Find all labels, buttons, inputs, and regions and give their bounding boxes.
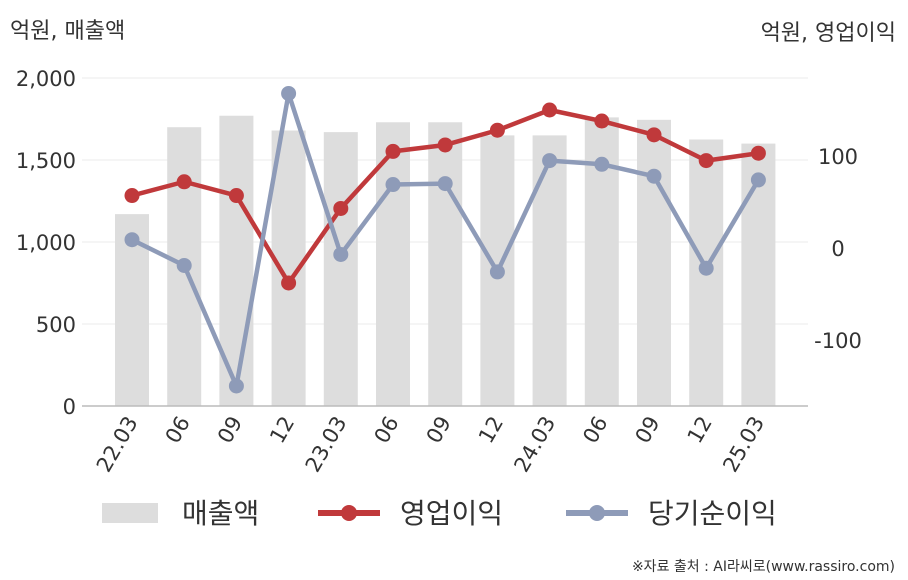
operating-profit-point [228,188,244,204]
operating-profit-point [281,275,297,291]
revenue-bar [376,122,410,406]
legend-swatch-revenue [102,503,158,523]
net-profit-point [594,156,610,172]
net-profit-point [176,257,192,273]
x-tick-label: 09 [213,412,247,447]
left-tick-label: 2,000 [16,67,76,91]
net-profit-point [750,172,766,188]
right-tick-label: 100 [818,145,858,169]
x-tick-label: 06 [161,412,195,447]
revenue-bars [115,115,776,407]
right-tick-label: 0 [831,237,844,261]
net-profit-point [489,264,505,280]
legend-marker-operating-profit [341,505,357,521]
right-axis-unit: 억원, 영업이익 [761,21,896,46]
x-tick-label: 06 [578,412,612,447]
legend-marker-net-profit [589,505,605,521]
left-tick-label: 1,500 [16,149,76,173]
left-axis-unit: 억원, 매출액 [10,19,125,44]
revenue-bar [323,132,358,406]
revenue-bar [637,119,671,406]
revenue-bar [532,135,567,406]
net-profit-point [333,246,349,262]
source-note: ※자료 출처 : AI라씨로(www.rassiro.com) [632,559,895,575]
legend-label: 매출액 [182,497,259,530]
net-profit-point [124,232,140,248]
legend-label: 영업이익 [400,497,503,530]
operating-profit-point [333,200,349,216]
left-tick-label: 0 [63,395,76,419]
operating-profit-point [437,137,453,153]
x-tick-label: 25.03 [718,412,769,476]
x-tick-label: 09 [422,412,456,447]
operating-profit-point [594,113,610,129]
x-tick-label: 22.03 [92,412,143,476]
operating-profit-point [489,122,505,138]
revenue-bar [428,122,463,406]
right-tick-label: -100 [814,329,862,353]
net-profit-point [385,177,401,193]
x-tick-label: 23.03 [301,412,352,476]
line-series [124,85,766,394]
operating-profit-point [124,188,140,204]
operating-profit-point [176,174,192,190]
x-tick-label: 06 [370,412,404,447]
x-tick-label: 12 [265,412,299,447]
operating-profit-point [385,143,401,159]
operating-profit-point [698,153,714,169]
net-profit-point [542,153,558,169]
operating-profit-point [542,102,558,118]
net-profit-point [646,168,662,184]
x-tick-label: 09 [631,412,665,447]
x-tick-label: 12 [683,412,717,447]
left-axis-ticks: 0 500 1,000 1,500 2,000 [16,67,76,419]
left-tick-label: 1,000 [16,231,76,255]
net-profit-point [437,176,453,192]
net-profit-point [281,85,297,101]
operating-profit-point [750,145,766,161]
x-axis-ticks: 22.03 06 09 12 23.03 06 09 12 24.03 06 09 12 25.03 [92,412,769,476]
left-tick-label: 500 [36,313,76,337]
right-axis-ticks: -100 0 100 [814,145,862,353]
legend-label: 당기순이익 [648,497,777,530]
operating-profit-point [646,127,662,143]
legend: 매출액 영업이익 당기순이익 [102,497,777,530]
net-profit-point [698,260,714,276]
net-profit-point [228,378,244,394]
x-tick-label: 24.03 [509,412,560,476]
x-tick-label: 12 [474,412,508,447]
